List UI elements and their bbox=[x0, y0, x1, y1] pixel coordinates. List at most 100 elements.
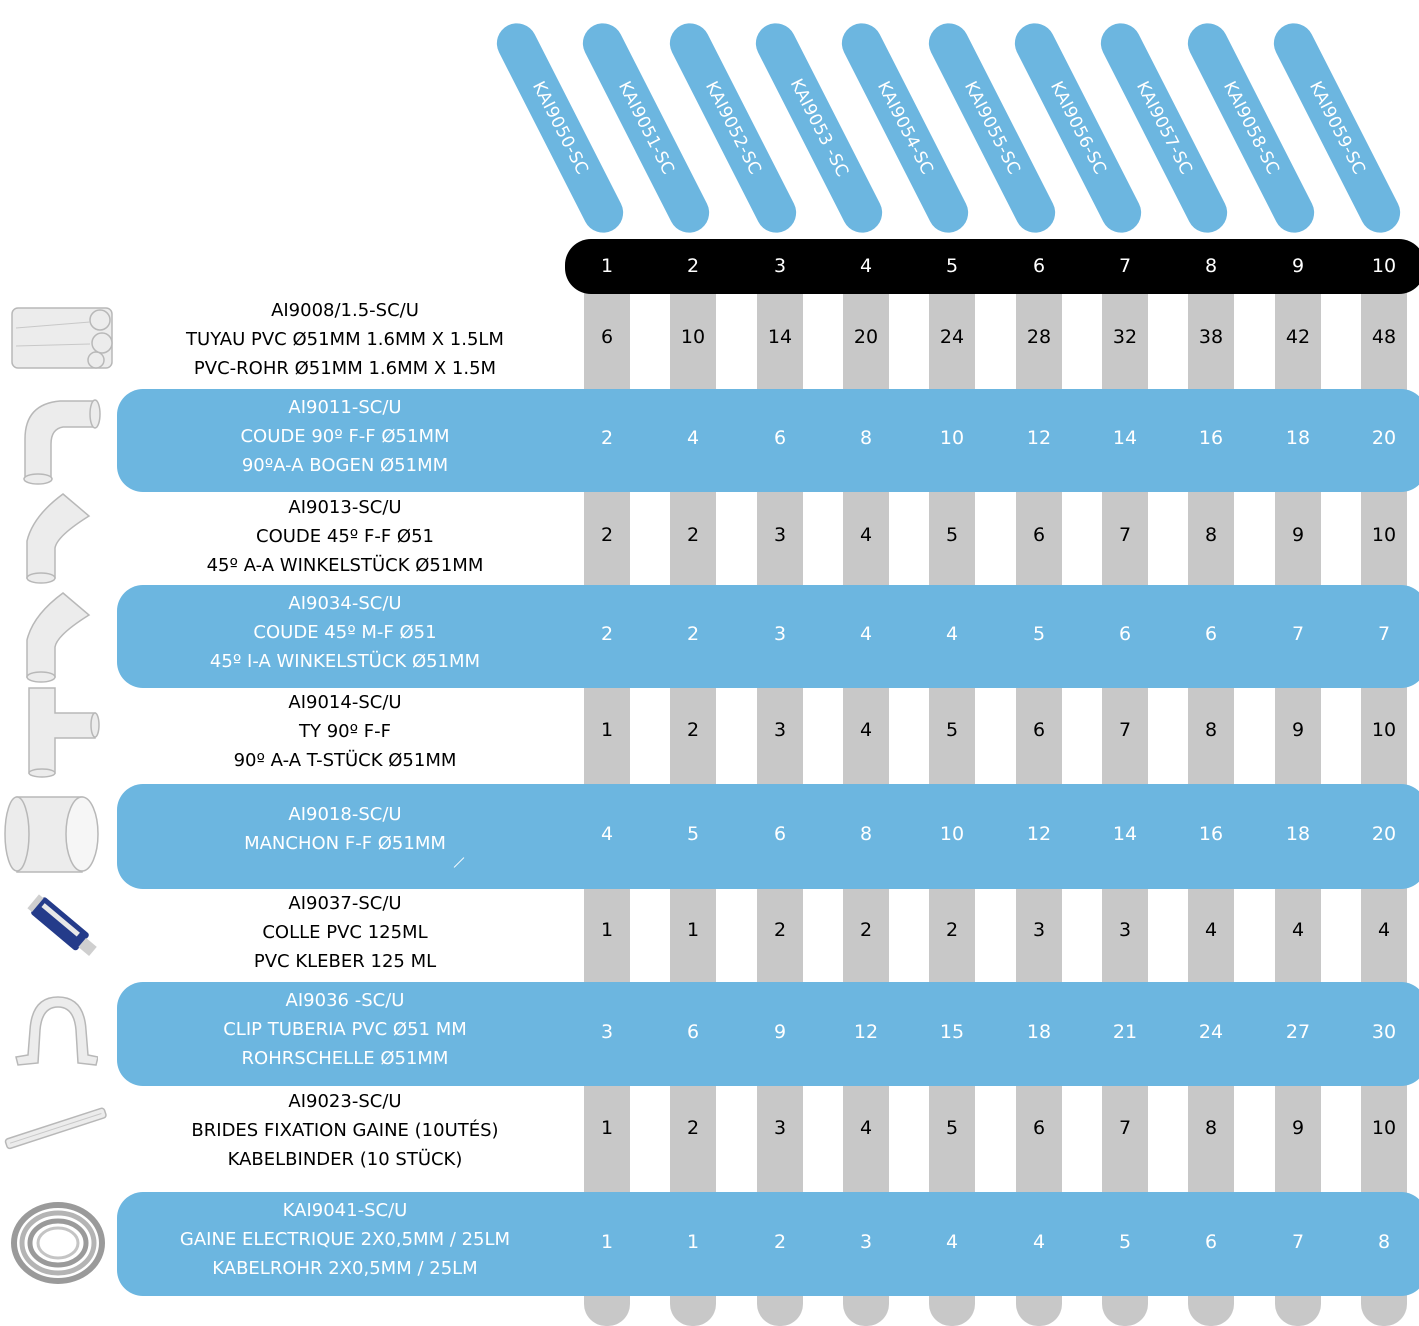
quantity-cell: 2 bbox=[773, 1230, 787, 1253]
kit-code-label: KAI9057-SC bbox=[1132, 78, 1196, 178]
quantity-cell: 4 bbox=[1377, 919, 1391, 941]
quantity-cell: 16 bbox=[1198, 823, 1224, 845]
pvc-pipes-icon bbox=[11, 307, 113, 369]
kit-code-label: KAI9056-SC bbox=[1046, 78, 1110, 178]
quantity-cell: 5 bbox=[686, 823, 700, 845]
quantity-cell: 28 bbox=[1026, 326, 1052, 348]
quantity-cell: 2 bbox=[686, 718, 700, 741]
quantity-cell: 5 bbox=[1118, 1230, 1132, 1253]
quantity-cell: 3 bbox=[1032, 919, 1046, 941]
quantity-cell: 6 bbox=[773, 823, 787, 845]
product-code: AI9037-SC/U bbox=[288, 893, 402, 914]
quantity-cell: 18 bbox=[1285, 823, 1311, 845]
quantity-cell: 4 bbox=[945, 1230, 959, 1253]
product-code: AI9008/1.5-SC/U bbox=[271, 300, 419, 321]
quantity-cell: 3 bbox=[773, 523, 787, 546]
quantity-cell: 21 bbox=[1112, 1020, 1138, 1043]
quantity-cell: 10 bbox=[939, 823, 965, 845]
quantity-cell: 14 bbox=[767, 326, 793, 348]
quantity-cell: 4 bbox=[1291, 919, 1305, 941]
quantity-cell: 7 bbox=[1118, 523, 1132, 546]
quantity-cell: 7 bbox=[1377, 623, 1391, 645]
product-code: AI9036 -SC/U bbox=[285, 990, 405, 1011]
elbow-45-icon bbox=[26, 492, 91, 584]
quantity-cell: 2 bbox=[686, 623, 700, 645]
quantity-cell: 20 bbox=[1371, 427, 1397, 449]
quantity-cell: 20 bbox=[853, 326, 879, 348]
product-description: AI9014-SC/U TY 90º F-F 90º A-A T-STÜCK Ø51… bbox=[160, 688, 530, 775]
product-description: AI9018-SC/U MANCHON F-F Ø51MM bbox=[160, 800, 530, 858]
kit-code-label: KAI9052-SC bbox=[701, 78, 765, 178]
product-name-line: 45º I-A WINKELSTÜCK Ø51MM bbox=[209, 651, 481, 672]
quantity-cell: 6 bbox=[1118, 623, 1132, 645]
quantity-cell: 14 bbox=[1112, 823, 1138, 845]
elbow-45-mf-icon bbox=[26, 592, 91, 683]
quantity-cell: 10 bbox=[1371, 1117, 1397, 1139]
quantity-cell: 2 bbox=[686, 1117, 700, 1139]
quantity-cell: 20 bbox=[1371, 823, 1397, 845]
kit-number: 8 bbox=[1204, 255, 1218, 277]
product-code: AI9034-SC/U bbox=[288, 593, 402, 614]
quantity-cell: 6 bbox=[1032, 523, 1046, 546]
quantity-cell: 7 bbox=[1118, 718, 1132, 741]
quantity-cell: 38 bbox=[1198, 326, 1224, 348]
product-description: AI9037-SC/U COLLE PVC 125ML PVC KLEBER 125… bbox=[160, 889, 530, 976]
quantity-cell: 2 bbox=[600, 523, 614, 546]
kit-code-label: KAI9050-SC bbox=[528, 78, 592, 178]
quantity-cell: 10 bbox=[1371, 523, 1397, 546]
quantity-cell: 3 bbox=[773, 1117, 787, 1139]
kit-number-header: 1 2 3 4 5 6 7 8 9 10 bbox=[565, 239, 1419, 294]
product-name-line: PVC KLEBER 125 ML bbox=[253, 951, 437, 972]
row-band bbox=[117, 982, 1419, 1086]
kit-code-label: KAI9054-SC bbox=[873, 78, 937, 178]
quantity-cell: 27 bbox=[1285, 1020, 1311, 1043]
product-name-line: CLIP TUBERIA PVC Ø51 MM bbox=[223, 1019, 467, 1040]
quantity-cell: 3 bbox=[600, 1020, 614, 1043]
quantity-cell: 2 bbox=[600, 427, 614, 449]
row-band bbox=[117, 1192, 1419, 1296]
tee-90-icon bbox=[28, 686, 100, 778]
quantity-cell: 9 bbox=[773, 1020, 787, 1043]
product-code: AI9013-SC/U bbox=[288, 497, 402, 518]
quantity-cell: 12 bbox=[1026, 823, 1052, 845]
quantity-cell: 3 bbox=[1118, 919, 1132, 941]
quantity-cell: 4 bbox=[859, 718, 873, 741]
quantity-cell: 30 bbox=[1371, 1020, 1397, 1043]
row-band bbox=[117, 784, 1419, 889]
product-code: AI9011-SC/U bbox=[288, 397, 402, 418]
quantity-cell: 12 bbox=[853, 1020, 879, 1043]
cable-coil-icon bbox=[11, 1201, 105, 1284]
product-name-line: COUDE 90º F-F Ø51MM bbox=[240, 426, 450, 447]
quantity-cell: 4 bbox=[1204, 919, 1218, 941]
kit-code-label: KAI9055-SC bbox=[960, 78, 1024, 178]
kit-number: 7 bbox=[1118, 255, 1132, 277]
kit-code-label: KAI9051-SC bbox=[614, 78, 678, 178]
product-name-line: KABELBINDER (10 STÜCK) bbox=[227, 1149, 463, 1170]
row-band bbox=[117, 389, 1419, 492]
quantity-cell: 18 bbox=[1026, 1020, 1052, 1043]
product-name-line: GAINE ELECTRIQUE 2X0,5MM / 25LM bbox=[179, 1229, 511, 1250]
product-description: AI9036 -SC/U CLIP TUBERIA PVC Ø51 MM ROHRS… bbox=[160, 986, 530, 1073]
quantity-cell: 7 bbox=[1291, 623, 1305, 645]
quantity-cell: 1 bbox=[686, 919, 700, 941]
quantity-cell: 8 bbox=[1204, 718, 1218, 741]
quantity-cell: 1 bbox=[600, 919, 614, 941]
product-description: KAI9041-SC/U GAINE ELECTRIQUE 2X0,5MM / 2… bbox=[160, 1196, 530, 1283]
quantity-cell: 4 bbox=[600, 823, 614, 845]
quantity-cell: 16 bbox=[1198, 427, 1224, 449]
product-name-line: MANCHON F-F Ø51MM bbox=[244, 833, 446, 854]
kit-number: 4 bbox=[859, 255, 873, 277]
quantity-cell: 2 bbox=[600, 623, 614, 645]
quantity-cell: 1 bbox=[600, 1230, 614, 1253]
quantity-cell: 2 bbox=[686, 523, 700, 546]
kit-number: 5 bbox=[945, 255, 959, 277]
product-name-line: TUYAU PVC Ø51MM 1.6MM X 1.5LM bbox=[186, 329, 504, 350]
product-description: AI9034-SC/U COUDE 45º M-F Ø51 45º I-A WINK… bbox=[160, 589, 530, 676]
product-code: AI9018-SC/U bbox=[288, 804, 402, 825]
product-description: AI9013-SC/U COUDE 45º F-F Ø51 45º A-A WINK… bbox=[160, 493, 530, 580]
kit-number: 6 bbox=[1032, 255, 1046, 277]
kit-number: 1 bbox=[600, 255, 614, 277]
quantity-cell: 48 bbox=[1371, 326, 1397, 348]
cable-ties-icon bbox=[4, 1107, 107, 1150]
product-name-line: KABELROHR 2X0,5MM / 25LM bbox=[212, 1258, 478, 1279]
